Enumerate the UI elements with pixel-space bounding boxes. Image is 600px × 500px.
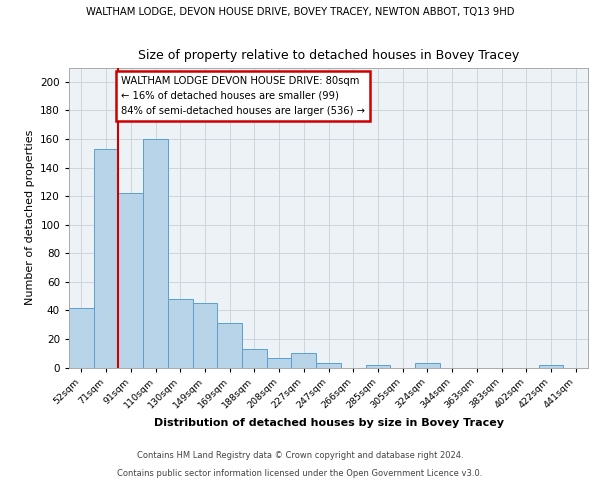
Bar <box>143 139 168 368</box>
Bar <box>316 363 341 368</box>
Title: Size of property relative to detached houses in Bovey Tracey: Size of property relative to detached ho… <box>138 49 519 62</box>
Bar <box>118 193 143 368</box>
Text: Contains HM Land Registry data © Crown copyright and database right 2024.: Contains HM Land Registry data © Crown c… <box>137 451 463 460</box>
Text: WALTHAM LODGE, DEVON HOUSE DRIVE, BOVEY TRACEY, NEWTON ABBOT, TQ13 9HD: WALTHAM LODGE, DEVON HOUSE DRIVE, BOVEY … <box>86 8 514 18</box>
Bar <box>242 349 267 368</box>
Bar <box>267 358 292 368</box>
Bar <box>539 364 563 368</box>
Bar <box>69 308 94 368</box>
Bar <box>217 323 242 368</box>
Bar <box>292 353 316 368</box>
Text: Contains public sector information licensed under the Open Government Licence v3: Contains public sector information licen… <box>118 469 482 478</box>
X-axis label: Distribution of detached houses by size in Bovey Tracey: Distribution of detached houses by size … <box>154 418 503 428</box>
Bar <box>193 303 217 368</box>
Bar <box>168 299 193 368</box>
Bar <box>415 363 440 368</box>
Text: WALTHAM LODGE DEVON HOUSE DRIVE: 80sqm
← 16% of detached houses are smaller (99): WALTHAM LODGE DEVON HOUSE DRIVE: 80sqm ←… <box>121 76 365 116</box>
Y-axis label: Number of detached properties: Number of detached properties <box>25 130 35 305</box>
Bar <box>365 364 390 368</box>
Bar <box>94 149 118 368</box>
